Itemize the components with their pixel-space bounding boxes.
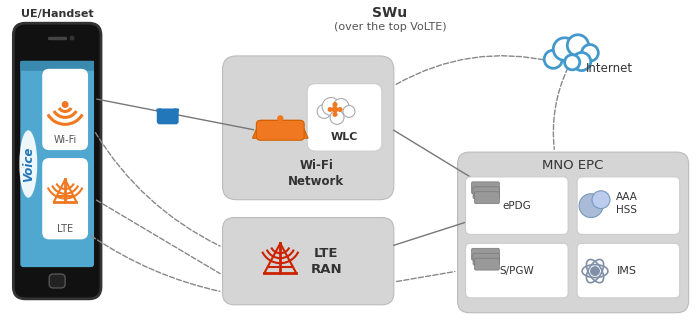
FancyBboxPatch shape xyxy=(157,109,178,124)
FancyBboxPatch shape xyxy=(457,152,689,313)
Circle shape xyxy=(322,97,340,115)
Text: Wi-Fi
Network: Wi-Fi Network xyxy=(288,159,344,188)
FancyBboxPatch shape xyxy=(43,69,88,150)
FancyBboxPatch shape xyxy=(577,177,680,235)
FancyBboxPatch shape xyxy=(222,217,394,305)
Circle shape xyxy=(565,55,580,70)
Circle shape xyxy=(70,36,75,41)
Text: AAA
HSS: AAA HSS xyxy=(616,193,638,215)
Circle shape xyxy=(278,116,283,121)
FancyBboxPatch shape xyxy=(466,243,568,298)
Circle shape xyxy=(582,45,598,61)
FancyBboxPatch shape xyxy=(471,248,499,260)
Circle shape xyxy=(567,35,588,56)
Circle shape xyxy=(590,266,600,276)
Circle shape xyxy=(328,108,332,111)
FancyBboxPatch shape xyxy=(473,253,499,265)
Circle shape xyxy=(544,50,562,68)
Text: WLC: WLC xyxy=(331,132,358,142)
Text: ePDG: ePDG xyxy=(502,201,530,211)
Circle shape xyxy=(343,106,355,117)
Circle shape xyxy=(333,98,349,114)
FancyBboxPatch shape xyxy=(256,120,304,140)
FancyBboxPatch shape xyxy=(20,61,94,71)
Circle shape xyxy=(62,102,68,107)
FancyBboxPatch shape xyxy=(473,187,499,199)
FancyBboxPatch shape xyxy=(222,56,394,200)
FancyBboxPatch shape xyxy=(49,274,65,288)
FancyBboxPatch shape xyxy=(20,61,94,267)
FancyBboxPatch shape xyxy=(475,192,499,204)
FancyBboxPatch shape xyxy=(577,243,680,298)
Circle shape xyxy=(338,108,342,111)
Text: Wi-Fi: Wi-Fi xyxy=(54,135,77,145)
Text: Internet: Internet xyxy=(585,62,632,75)
Text: LTE
RAN: LTE RAN xyxy=(310,247,342,276)
Circle shape xyxy=(317,105,331,118)
Text: SWu: SWu xyxy=(372,6,408,20)
FancyBboxPatch shape xyxy=(475,258,499,270)
Text: Voice: Voice xyxy=(22,146,35,182)
Text: MNO EPC: MNO EPC xyxy=(542,159,604,173)
FancyBboxPatch shape xyxy=(471,182,499,194)
Text: (over the top VoLTE): (over the top VoLTE) xyxy=(334,22,446,32)
Circle shape xyxy=(553,38,576,60)
Circle shape xyxy=(572,52,591,71)
Ellipse shape xyxy=(20,130,37,198)
Circle shape xyxy=(332,107,337,112)
Text: IMS: IMS xyxy=(617,266,637,276)
Circle shape xyxy=(592,191,610,209)
Text: UE/Handset: UE/Handset xyxy=(21,9,93,19)
Circle shape xyxy=(333,103,337,106)
Circle shape xyxy=(330,111,344,124)
FancyBboxPatch shape xyxy=(13,23,101,299)
Circle shape xyxy=(579,194,603,217)
FancyBboxPatch shape xyxy=(466,177,568,235)
Text: S/PGW: S/PGW xyxy=(499,266,534,276)
FancyBboxPatch shape xyxy=(307,84,382,151)
FancyBboxPatch shape xyxy=(43,158,88,239)
Circle shape xyxy=(333,113,337,116)
Polygon shape xyxy=(252,120,308,138)
Text: LTE: LTE xyxy=(57,224,73,235)
